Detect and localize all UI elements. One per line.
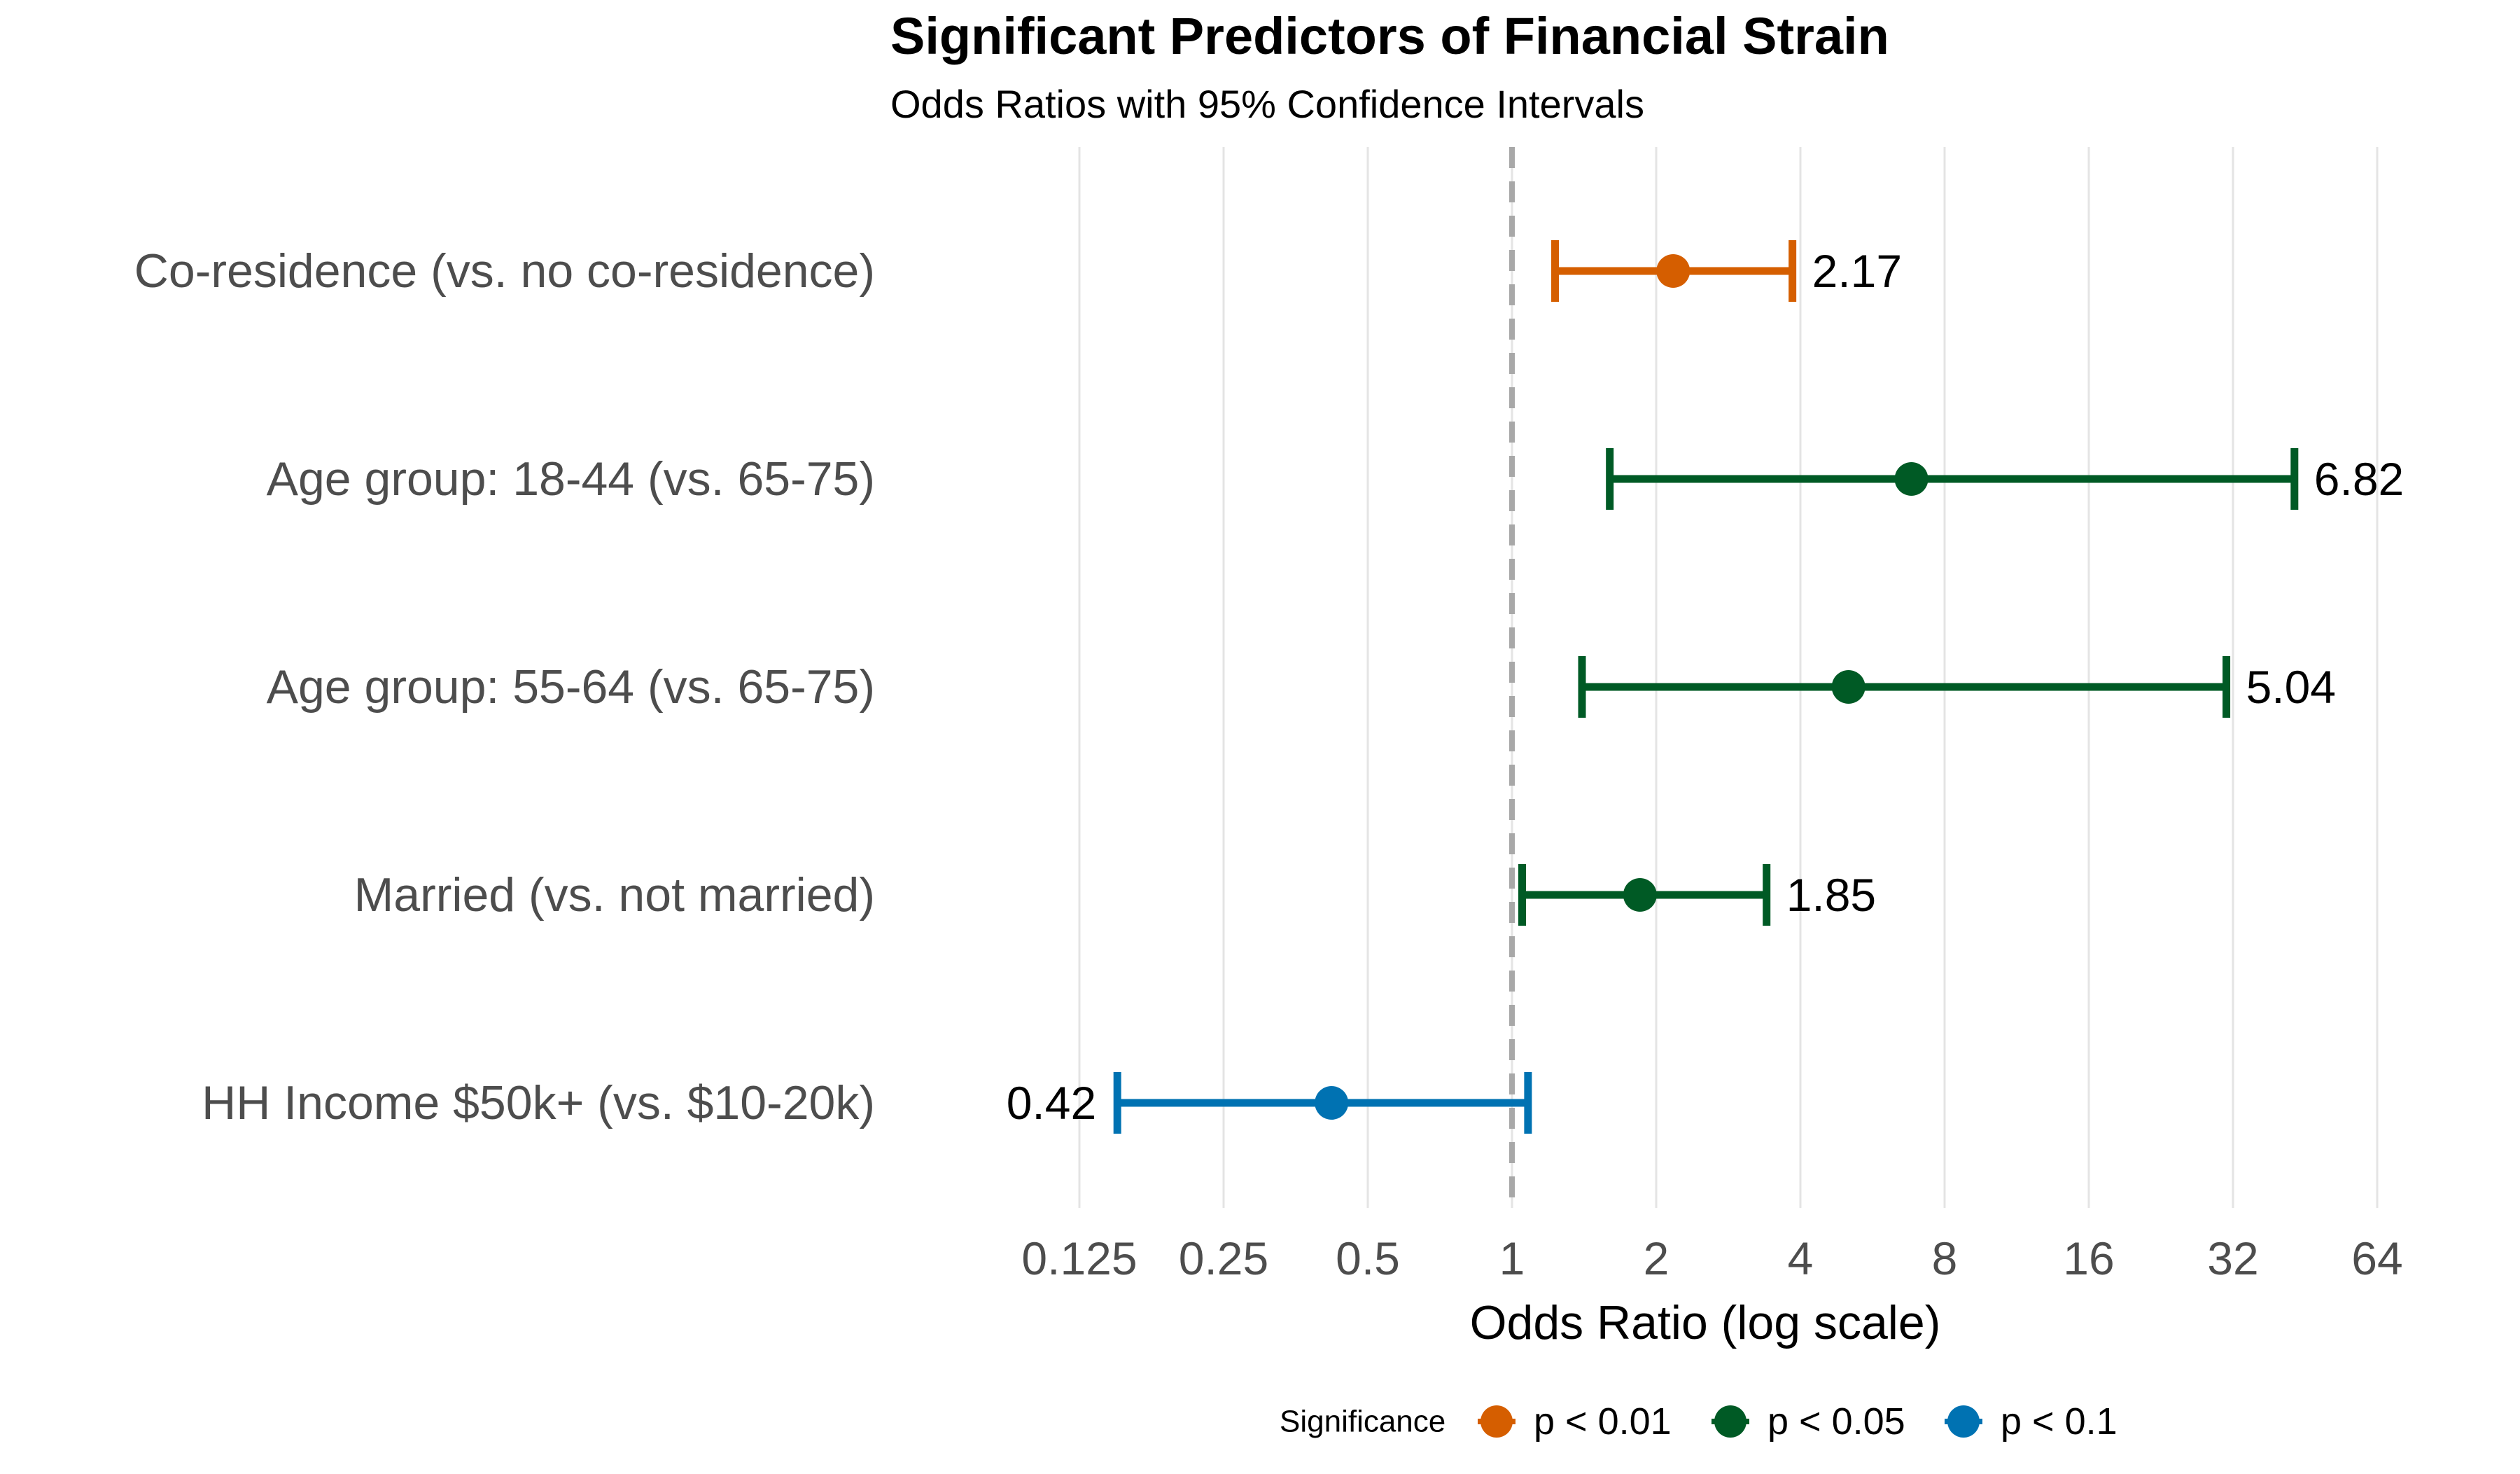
odds-ratio-point bbox=[1894, 462, 1928, 496]
row-label: Age group: 55-64 (vs. 65-75) bbox=[267, 660, 875, 714]
x-tick-label: 0.125 bbox=[1021, 1232, 1137, 1284]
chart-subtitle: Odds Ratios with 95% Confidence Interval… bbox=[890, 82, 1644, 126]
legend-label: p < 0.01 bbox=[1534, 1400, 1672, 1442]
odds-ratio-point bbox=[1623, 878, 1657, 912]
x-tick-label: 16 bbox=[2063, 1232, 2114, 1284]
x-tick-label: 1 bbox=[1499, 1232, 1525, 1284]
x-axis: 0.125 0.25 0.5 1 2 4 8 16 32 64 bbox=[1021, 1232, 2402, 1284]
odds-ratio-point bbox=[1315, 1086, 1349, 1120]
legend-label: p < 0.1 bbox=[2001, 1400, 2118, 1442]
x-tick-label: 0.25 bbox=[1179, 1232, 1268, 1284]
row-label: Co-residence (vs. no co-residence) bbox=[134, 244, 875, 298]
row-label: Married (vs. not married) bbox=[354, 868, 875, 922]
x-tick-label: 4 bbox=[1788, 1232, 1814, 1284]
forest-row: Married (vs. not married) 1.85 bbox=[354, 864, 1876, 926]
x-tick-label: 64 bbox=[2351, 1232, 2402, 1284]
row-label: Age group: 18-44 (vs. 65-75) bbox=[267, 452, 875, 506]
x-tick-label: 32 bbox=[2207, 1232, 2258, 1284]
forest-row: HH Income $50k+ (vs. $10-20k) 0.42 bbox=[202, 1072, 1532, 1134]
legend-key-dot bbox=[1714, 1405, 1746, 1438]
legend-item: p < 0.05 bbox=[1712, 1400, 1905, 1442]
x-tick-label: 2 bbox=[1644, 1232, 1670, 1284]
x-tick-label: 8 bbox=[1932, 1232, 1958, 1284]
chart-title: Significant Predictors of Financial Stra… bbox=[890, 7, 1889, 65]
odds-ratio-label: 0.42 bbox=[1007, 1077, 1096, 1129]
legend-item: p < 0.01 bbox=[1478, 1400, 1672, 1442]
legend-item: p < 0.1 bbox=[1945, 1400, 2118, 1442]
forest-row: Age group: 55-64 (vs. 65-75) 5.04 bbox=[267, 656, 2336, 718]
legend-key-dot bbox=[1947, 1405, 1980, 1438]
odds-ratio-point bbox=[1831, 670, 1865, 704]
odds-ratio-label: 6.82 bbox=[2314, 453, 2404, 505]
forest-row: Co-residence (vs. no co-residence) 2.17 bbox=[134, 240, 1902, 302]
row-label: HH Income $50k+ (vs. $10-20k) bbox=[202, 1076, 875, 1129]
forest-rows: Co-residence (vs. no co-residence) 2.17 Ag… bbox=[134, 240, 2404, 1134]
legend-label: p < 0.05 bbox=[1768, 1400, 1905, 1442]
legend-key-dot bbox=[1480, 1405, 1513, 1438]
legend: Significance p < 0.01 p < 0.05 p < 0.1 bbox=[1280, 1400, 2118, 1442]
odds-ratio-label: 1.85 bbox=[1786, 869, 1876, 921]
forest-row: Age group: 18-44 (vs. 65-75) 6.82 bbox=[267, 448, 2404, 510]
legend-title: Significance bbox=[1280, 1405, 1446, 1439]
odds-ratio-label: 2.17 bbox=[1812, 245, 1902, 297]
odds-ratio-label: 5.04 bbox=[2246, 661, 2336, 713]
odds-ratio-point bbox=[1656, 254, 1690, 288]
x-axis-title: Odds Ratio (log scale) bbox=[1470, 1296, 1941, 1349]
grid-lines bbox=[1078, 147, 2379, 1208]
x-tick-label: 0.5 bbox=[1336, 1232, 1400, 1284]
